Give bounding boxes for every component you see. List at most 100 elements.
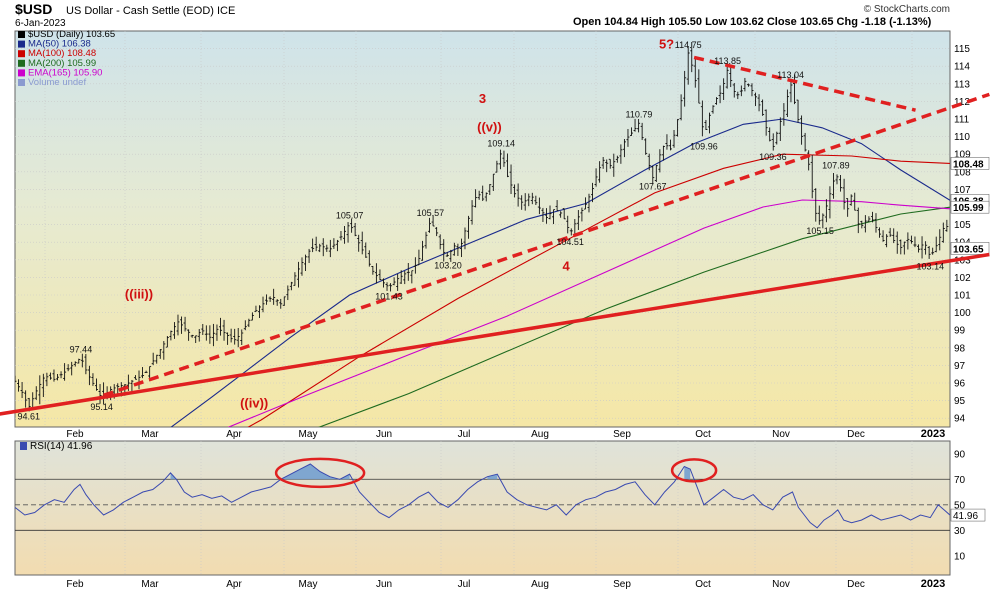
last-price-tag-box (950, 242, 990, 255)
price-tick-label: 105 (954, 220, 971, 231)
x-tick-label: May (299, 429, 318, 440)
rsi-legend-label: RSI(14) 41.96 (30, 441, 93, 452)
rsi-x-tick-label: Feb (66, 579, 84, 590)
price-annotation: 103.20 (434, 260, 462, 270)
rsi-x-tick-label: Mar (141, 579, 159, 590)
rsi-x-tick-label: 2023 (921, 578, 945, 590)
price-annotation: 105.57 (417, 208, 445, 218)
price-annotation: 113.85 (714, 56, 741, 66)
rsi-plot (15, 463, 950, 529)
price-annotation: 94.61 (18, 411, 41, 421)
legend-marker (18, 69, 25, 77)
x-tick-label: Sep (613, 429, 631, 440)
series-ma-200- (318, 206, 950, 427)
x-tick-label: Feb (66, 429, 84, 440)
price-tick-label: 99 (954, 326, 966, 337)
legend-marker (18, 79, 25, 86)
trendline-dashed (693, 55, 916, 112)
rsi-highlight-ellipse (274, 457, 366, 489)
chart-symbol: $USD (15, 1, 52, 17)
rsi-tick-label: 90 (954, 449, 966, 460)
price-annotation: 101.43 (375, 291, 403, 301)
wave-label: 5? (659, 37, 674, 52)
price-annotation: 109.36 (759, 152, 787, 162)
ma200-value-tag: 105.99 (953, 203, 984, 214)
chart-annotations: 94.61 97.44 95.14 105.07 101.43 105.57 103.20 1… (0, 37, 990, 489)
price-tick-label: 94 (954, 414, 966, 425)
x-tick-label: Mar (141, 429, 159, 440)
ohlc-readout: Open 104.84 High 105.50 Low 103.62 Close… (573, 16, 932, 28)
rsi-y-axis: 10 30 50 70 90 41.96 (950, 449, 986, 562)
price-tick-label: 101 (954, 291, 971, 302)
price-tick-label: 98 (954, 343, 966, 354)
legend-entry: MA(50) 106.38 (28, 39, 91, 50)
price-annotation: 107.89 (822, 161, 850, 171)
price-tick-label: 113 (954, 79, 970, 90)
ma200-value-tag-box (950, 200, 990, 214)
legend-marker (18, 40, 25, 48)
price-tick-label: 108 (954, 167, 971, 178)
trendline-dashed (103, 92, 990, 397)
rsi-x-tick-label: Nov (772, 579, 790, 590)
series-rsi (15, 463, 950, 529)
rsi-x-tick-label: May (299, 579, 318, 590)
price-annotation: 103.14 (917, 261, 945, 271)
price-annotation: 95.14 (90, 402, 113, 412)
rsi-panel-background (14, 440, 951, 576)
price-tick-label: 110 (954, 132, 970, 143)
price-tick-label: 96 (954, 379, 966, 390)
rsi-x-tick-label: Apr (226, 579, 242, 590)
wave-label: ((iv)) (240, 396, 268, 411)
legend-marker (18, 31, 25, 38)
price-tick-label: 95 (954, 396, 966, 407)
x-tick-label: Dec (847, 429, 865, 440)
price-annotation: 97.44 (70, 345, 93, 355)
rsi-highlight-ellipse (670, 458, 718, 483)
x-tick-label: Oct (695, 429, 711, 440)
rsi-last-value-box (950, 508, 986, 522)
last-price-tag: 103.65 (953, 244, 984, 255)
price-tick-label: 103 (954, 255, 971, 266)
wave-label: 4 (563, 258, 571, 273)
wave-label: ((iii)) (125, 287, 153, 302)
rsi-x-tick-label: Jun (376, 579, 392, 590)
wave-label: 3 (479, 91, 486, 106)
price-tick-label: 97 (954, 361, 966, 372)
rsi-tick-label: 10 (954, 551, 966, 562)
price-annotation: 107.67 (639, 182, 667, 192)
price-tick-label: 114 (954, 62, 970, 73)
x-tick-label: Jul (458, 429, 471, 440)
price-tick-label: 100 (954, 308, 971, 319)
rsi-x-tick-label: Dec (847, 579, 865, 590)
chart-description: US Dollar - Cash Settle (EOD) ICE (66, 5, 235, 17)
x-tick-label: Aug (531, 429, 549, 440)
trendline-solid (0, 252, 990, 416)
series-ema-165- (227, 199, 950, 427)
rsi-overbought-fill (487, 474, 498, 480)
legend-entry: EMA(165) 105.90 (28, 67, 102, 78)
legend-entry: MA(200) 105.99 (28, 58, 96, 69)
x-tick-label: Nov (772, 429, 790, 440)
chart-date: 6-Jan-2023 (15, 18, 66, 29)
price-annotation: 113.04 (777, 70, 804, 80)
rsi-x-tick-label: Jul (458, 579, 471, 590)
legend-marker (18, 59, 25, 67)
price-annotation: 109.14 (487, 139, 515, 149)
legend-entry: MA(100) 108.48 (28, 48, 96, 59)
rsi-overbought-fill (684, 466, 691, 480)
price-annotation: 114.75 (675, 40, 702, 50)
price-tick-label: 102 (954, 273, 971, 284)
legend-marker (18, 50, 25, 58)
price-annotation: 104.51 (556, 237, 584, 247)
price-annotation: 105.15 (806, 226, 834, 236)
source-credit: © StockCharts.com (864, 4, 950, 15)
x-tick-label: Jun (376, 429, 392, 440)
legend-entry: $USD (Daily) 103.65 (28, 29, 115, 40)
price-tick-label: 112 (954, 97, 970, 108)
price-annotation: 105.07 (336, 210, 364, 220)
rsi-last-value: 41.96 (953, 511, 978, 522)
price-grid (15, 31, 950, 427)
